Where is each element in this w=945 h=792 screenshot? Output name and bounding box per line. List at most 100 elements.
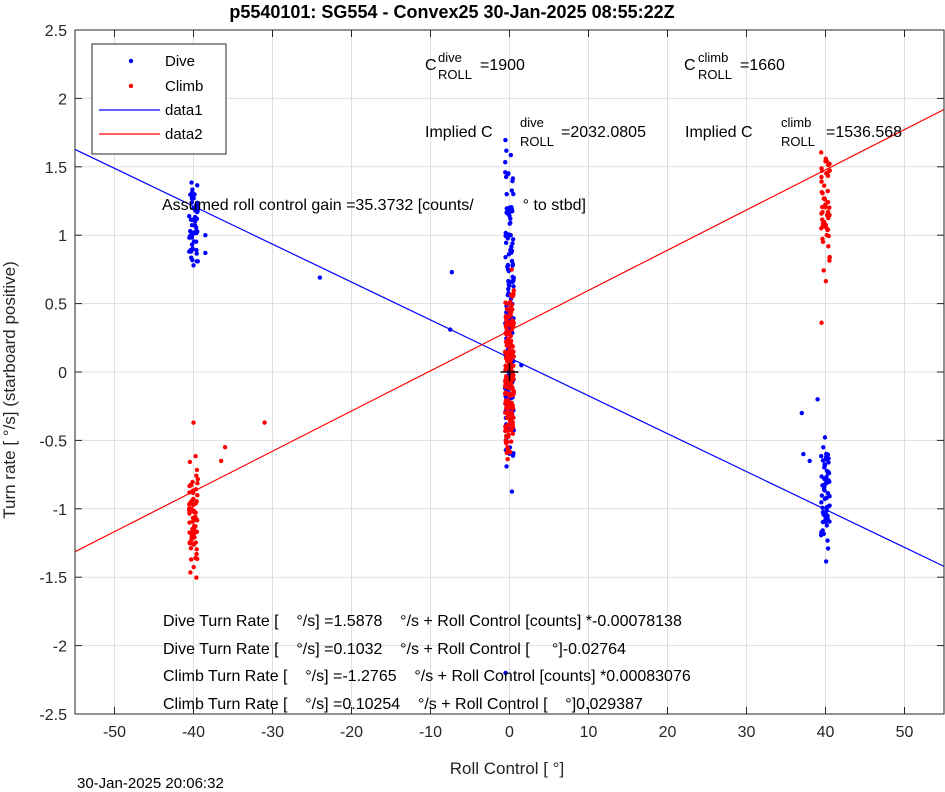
dive-point (503, 160, 508, 165)
annotation-eq3: Climb Turn Rate [ °/s] =-1.2765 °/s + Ro… (163, 668, 691, 685)
dive-point (509, 489, 515, 494)
dive-point (504, 206, 509, 211)
dive-point (190, 187, 195, 192)
climb-point (827, 168, 832, 173)
dive-point (503, 137, 508, 143)
climb-point (826, 233, 831, 239)
dive-point (190, 194, 196, 199)
y-tick-label: -2.5 (39, 707, 67, 724)
annotation-eq4: Climb Turn Rate [ °/s] =0.10254 °/s + Ro… (163, 696, 643, 713)
climb-point (505, 385, 511, 391)
climb-point (823, 156, 828, 161)
y-tick-label: -2 (53, 639, 67, 656)
climb-point (508, 351, 513, 357)
climb-point (507, 307, 513, 313)
dive-point (194, 251, 199, 256)
data-points (186, 130, 832, 676)
dive-point (507, 283, 512, 288)
climb-point (194, 575, 199, 580)
climb-point (193, 540, 199, 545)
climb-point (191, 509, 197, 515)
climb-point (505, 402, 510, 407)
climb-point (507, 356, 512, 361)
climb-point (819, 189, 824, 195)
implied-dive-sup: dive (520, 115, 544, 130)
climb-point (190, 479, 195, 485)
dive-point (510, 241, 515, 246)
dive-point (193, 225, 199, 230)
climb-point (190, 490, 196, 496)
climb-point (187, 490, 192, 495)
dive-point (821, 531, 826, 537)
climb-point (191, 531, 196, 536)
climb-point (187, 530, 192, 535)
dive-point (188, 249, 194, 254)
dive-point (820, 528, 825, 533)
dive-point (189, 180, 194, 185)
implied-climb-base: Implied C (685, 124, 753, 141)
climb-point (510, 425, 516, 430)
climb-point (818, 150, 824, 155)
dive-point (508, 220, 513, 226)
annotation-eq1: Dive Turn Rate [ °/s] =1.5878 °/s + Roll… (163, 613, 682, 630)
dive-point (509, 188, 515, 193)
climb-point (503, 428, 508, 434)
climb-point (821, 268, 826, 273)
climb-point (827, 161, 832, 167)
climb-point (503, 438, 508, 443)
climb-point (820, 209, 825, 215)
climb-point (823, 222, 829, 228)
dive-point (826, 478, 831, 483)
climb-point (509, 382, 514, 387)
y-tick-label: 1.5 (45, 160, 67, 177)
dive-point (821, 510, 827, 516)
climb-point (510, 386, 515, 392)
dive-point (194, 259, 200, 264)
dive-point (510, 453, 516, 458)
climb-point (823, 279, 829, 284)
dive-point (799, 410, 804, 416)
climb-point (187, 540, 192, 545)
y-tick-label: 0.5 (45, 297, 67, 314)
dive-point (503, 254, 508, 260)
legend-climb-marker (128, 83, 134, 89)
climb-point (510, 431, 516, 436)
dive-point (189, 200, 195, 205)
climb-point (824, 212, 830, 218)
dive-point (508, 152, 514, 158)
dive-point (822, 484, 827, 490)
climb-point (510, 403, 515, 408)
legend-data2-label: data2 (165, 126, 203, 143)
climb-point (195, 477, 201, 482)
x-tick-label: -50 (103, 724, 126, 741)
dive-point (823, 519, 828, 525)
implied-climb-sup: climb (781, 115, 811, 130)
climb-point (188, 500, 194, 505)
legend-dive-marker (128, 58, 134, 64)
dive-point (504, 191, 509, 197)
c-climb-sup: climb (698, 50, 728, 65)
dive-point (819, 500, 824, 505)
dive-point (506, 278, 511, 284)
climb-point (194, 551, 199, 557)
c-dive-base: C (425, 57, 437, 74)
climb-point (504, 433, 509, 438)
x-tick-label: 10 (580, 724, 598, 741)
dive-point (815, 397, 820, 402)
climb-point (819, 320, 824, 325)
climb-point (511, 291, 516, 296)
climb-point (194, 529, 200, 534)
implied-dive-sub: ROLL (520, 134, 554, 149)
climb-point (507, 329, 512, 335)
climb-point (187, 459, 193, 465)
dive-point (826, 469, 831, 475)
y-tick-label: 2 (58, 91, 67, 108)
implied-dive-value: =2032.0805 (561, 124, 646, 141)
dive-point (519, 362, 524, 368)
climb-point (506, 322, 512, 328)
dive-point (449, 269, 455, 275)
implied-climb-sub: ROLL (781, 134, 815, 149)
dive-point (821, 465, 827, 470)
dive-point (511, 284, 516, 289)
climb-point (505, 457, 510, 462)
